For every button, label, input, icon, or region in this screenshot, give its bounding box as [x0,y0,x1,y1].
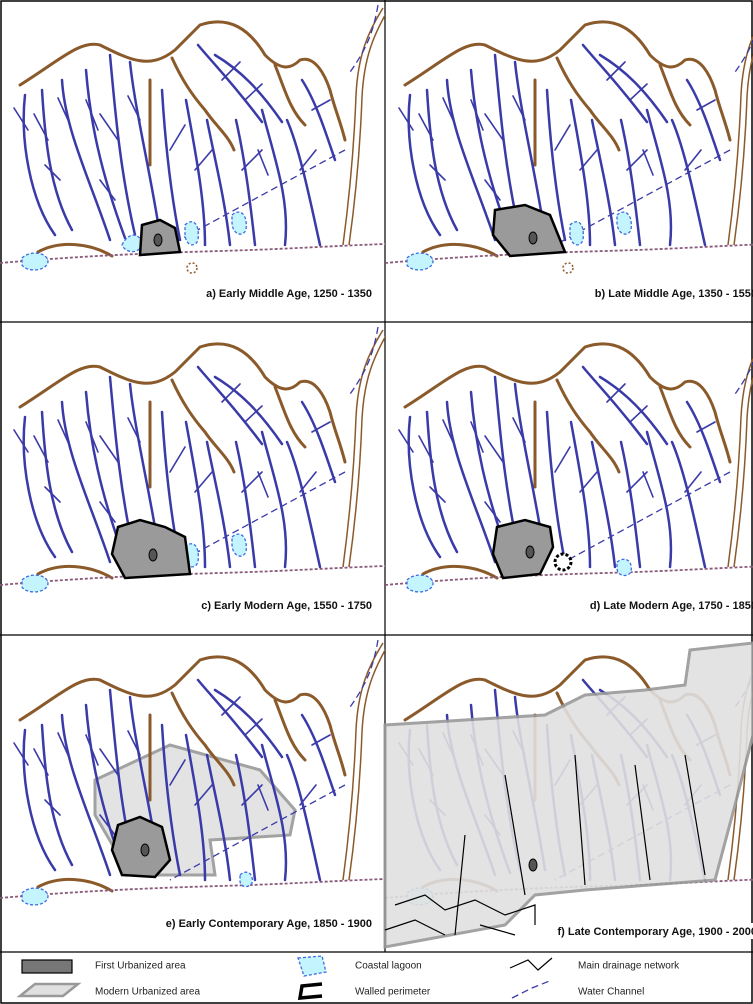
citadel [526,546,534,558]
fortress [555,554,571,570]
walled-town [493,520,553,578]
lagoon [240,872,252,886]
lagoon [232,534,246,556]
legend-swatch [22,960,72,973]
panel-caption: c) Early Modern Age, 1550 - 1750 [201,600,372,612]
panel-caption: f) Late Contemporary Age, 1900 - 2000 [558,926,753,938]
legend-label: Walled perimeter [355,987,431,998]
citadel [149,549,157,561]
panel-caption: d) Late Modern Age, 1750 - 1850 [590,600,753,612]
legend-swatch [298,956,326,976]
citadel [529,232,537,244]
legend-swatch [510,958,552,970]
legend-swatch [512,980,552,998]
panel-caption: e) Early Contemporary Age, 1850 - 1900 [166,918,372,930]
port [187,263,197,273]
walled-town [112,520,190,578]
citadel [141,844,149,856]
legend-label: First Urbanized area [95,961,186,972]
port [563,263,573,273]
lagoon [617,559,631,575]
legend-label: Modern Urbanized area [95,987,200,998]
citadel [154,234,162,246]
lagoon [232,212,246,234]
lagoon [617,212,631,234]
legend: First Urbanized area Modern Urbanized ar… [20,956,680,998]
legend-swatch [300,984,322,998]
legend-swatch [20,984,78,996]
map-panel: a) Early Middle Age, 1250 - 1350 [0,5,388,300]
figure: a) Early Middle Age, 1250 - 1350 b) Late… [0,0,753,1004]
legend-label: Main drainage network [578,961,680,972]
modern-urban-area [385,643,753,947]
map-panel: e) Early Contemporary Age, 1850 - 1900 [0,640,388,930]
panel-caption: a) Early Middle Age, 1250 - 1350 [206,288,372,300]
base-map [385,5,753,270]
walled-town [493,205,565,256]
panel-caption: b) Late Middle Age, 1350 - 1550 [595,288,753,300]
map-panel: b) Late Middle Age, 1350 - 1550 [385,5,753,300]
base-map [385,327,753,592]
map-panel: f) Late Contemporary Age, 1900 - 2000 [385,640,753,947]
map-panel: c) Early Modern Age, 1550 - 1750 [0,327,388,612]
map-panel: d) Late Modern Age, 1750 - 1850 [385,327,753,612]
lagoon [185,222,198,245]
legend-label: Coastal lagoon [355,961,422,972]
legend-label: Water Channel [578,987,644,998]
citadel [529,859,537,871]
lagoon [570,222,583,245]
